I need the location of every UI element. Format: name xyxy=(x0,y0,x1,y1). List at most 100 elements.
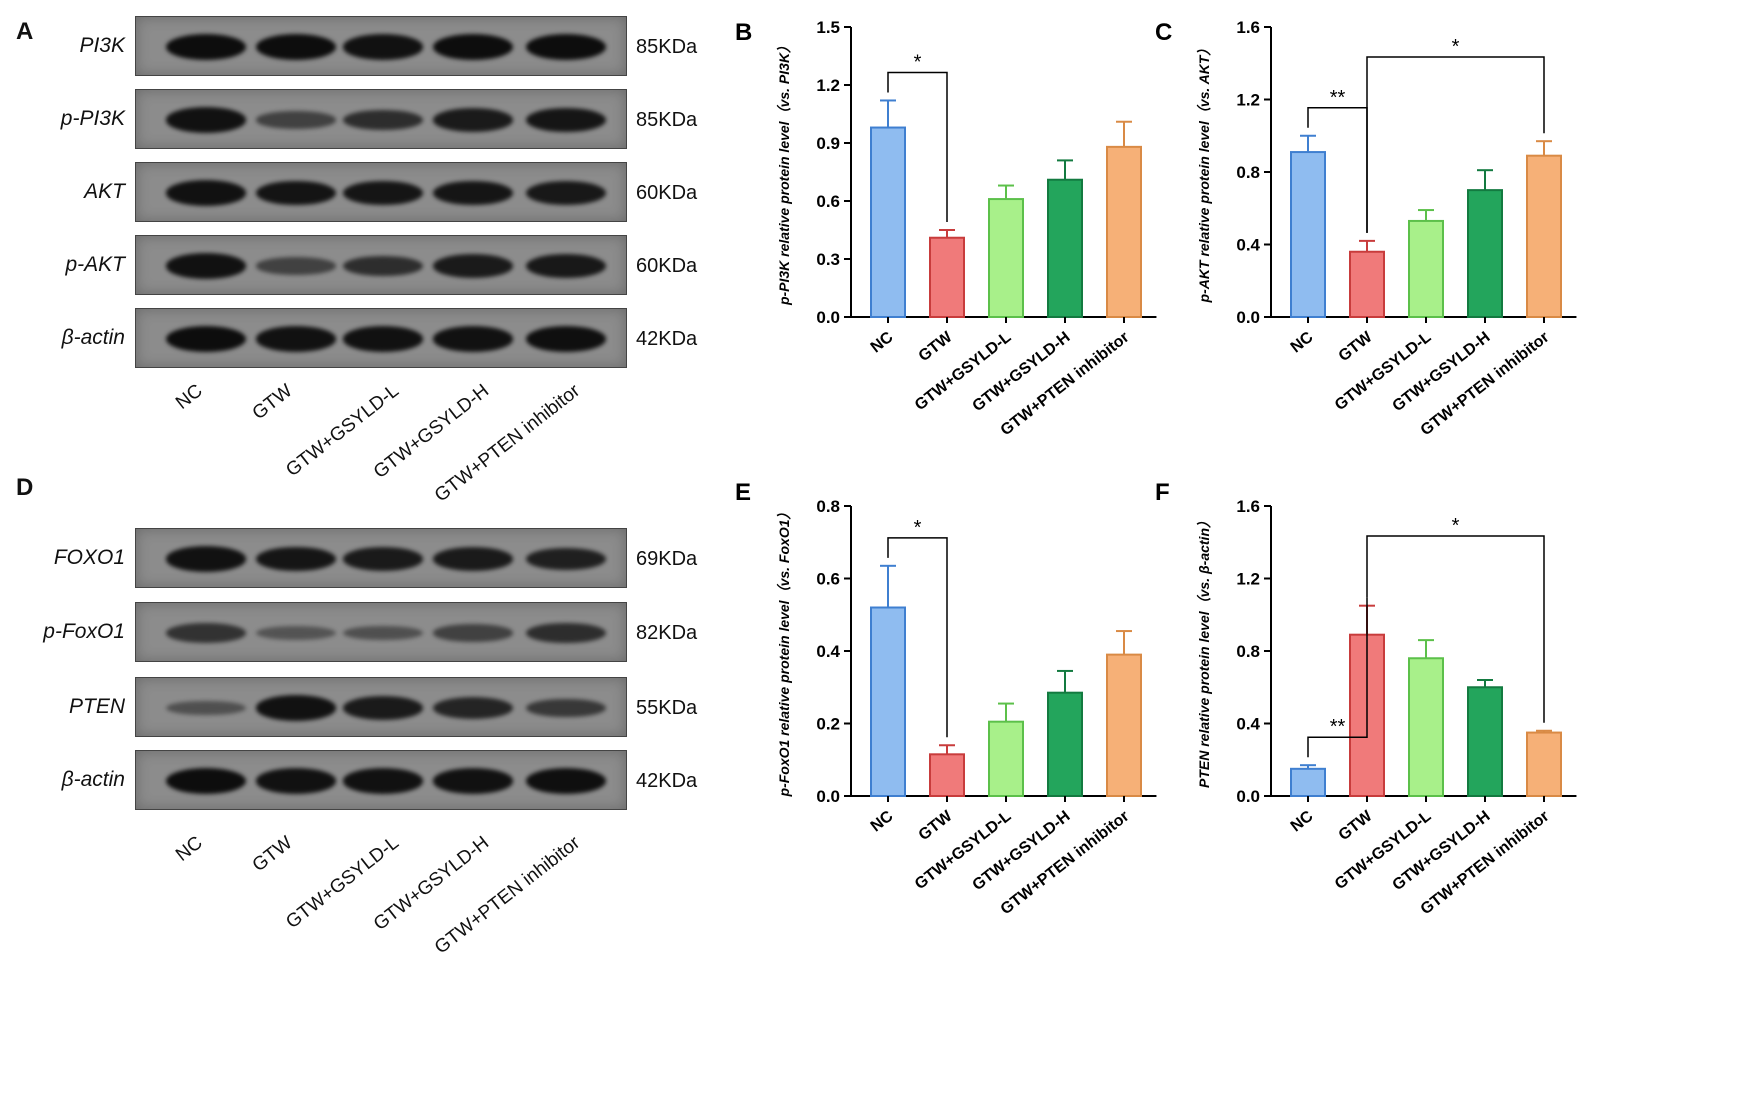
y-tick-label: 1.2 xyxy=(1236,570,1260,589)
significance-label: ** xyxy=(1330,716,1346,738)
blot-kda-label: 85KDa xyxy=(636,109,698,131)
bar xyxy=(1526,154,1562,318)
blot-row-label: p-FoxO1 xyxy=(43,620,125,643)
bar xyxy=(1106,653,1142,797)
bar xyxy=(988,198,1024,318)
significance-label: * xyxy=(1452,36,1460,58)
blot-strip xyxy=(135,162,627,222)
bar xyxy=(1290,151,1326,318)
bar xyxy=(1408,219,1444,318)
bar xyxy=(1467,686,1503,797)
blot-row-label: p-AKT xyxy=(65,253,125,276)
blot-band xyxy=(433,34,513,60)
x-tick-label: NC xyxy=(868,807,897,835)
bar xyxy=(1408,657,1444,797)
blot-band xyxy=(343,625,423,641)
blot-kda-label: 42KDa xyxy=(636,770,698,792)
y-tick-label: 1.6 xyxy=(1236,497,1260,516)
panel-letter: B xyxy=(735,19,752,46)
x-tick-label: GTW+GSYLD-H xyxy=(969,329,1073,415)
blot-kda-label: 69KDa xyxy=(636,548,698,570)
y-tick-label: 0.0 xyxy=(816,308,840,327)
x-tick-label: GTW xyxy=(1336,807,1377,844)
x-tick-label: GTW+GSYLD-H xyxy=(969,808,1073,894)
blot-band xyxy=(166,253,246,279)
blot-band xyxy=(433,108,513,132)
blot-kda-label: 85KDa xyxy=(636,36,698,58)
blot-row-label: p-PI3K xyxy=(60,107,125,130)
blot-band xyxy=(166,180,246,206)
bar xyxy=(1290,767,1326,797)
blot-lane-label: GTW xyxy=(248,380,297,425)
blot-row-label: β-actin xyxy=(61,326,125,349)
significance-bracket xyxy=(887,537,948,738)
blot-band xyxy=(166,326,246,352)
blot-band xyxy=(526,326,606,352)
bar-chart-e: E 0.0 0.2 0.4 0.6 0.8 p-FoxO1 relative protein… xyxy=(735,479,1157,918)
blot-band xyxy=(166,768,246,794)
blot-row-label: PI3K xyxy=(79,34,125,57)
y-tick-label: 0.3 xyxy=(816,250,840,269)
blot-band xyxy=(526,180,606,206)
y-tick-label: 0.0 xyxy=(1236,308,1260,327)
bar xyxy=(929,236,965,319)
y-axis-label: p-PI3K relative protein level（vs. PI3K） xyxy=(776,39,792,306)
x-tick-label: GTW+GSYLD-H xyxy=(1389,808,1493,894)
blot-band xyxy=(343,109,423,131)
y-tick-label: 0.0 xyxy=(1236,787,1260,806)
blot-band xyxy=(166,107,246,133)
x-tick-label: NC xyxy=(1288,807,1317,835)
significance-label: * xyxy=(914,51,922,73)
blot-strip xyxy=(135,16,627,76)
blot-band xyxy=(526,34,606,60)
panel-letter: C xyxy=(1155,19,1172,46)
blot-row-label: β-actin xyxy=(61,768,125,791)
blot-band xyxy=(256,180,336,206)
blot-band xyxy=(526,698,606,718)
bar xyxy=(1047,691,1083,797)
blot-kda-label: 60KDa xyxy=(636,255,698,277)
y-axis-label: p-FoxO1 relative protein level（vs. FoxO1… xyxy=(776,506,792,798)
y-tick-label: 1.2 xyxy=(1236,91,1260,110)
blot-band xyxy=(526,107,606,133)
blot-band xyxy=(433,254,513,278)
blot-band xyxy=(343,326,423,352)
blot-band xyxy=(166,546,246,572)
blot-band xyxy=(433,180,513,206)
bar xyxy=(1106,145,1142,318)
x-tick-label: GTW xyxy=(1336,328,1377,365)
blot-band xyxy=(256,257,336,275)
blot-band xyxy=(343,255,423,277)
y-tick-label: 0.8 xyxy=(816,497,840,516)
significance-bracket xyxy=(1307,597,1368,758)
blot-band xyxy=(343,180,423,206)
blot-strip xyxy=(135,308,627,368)
x-tick-label: GTW xyxy=(916,328,957,365)
bar xyxy=(988,720,1024,797)
bar xyxy=(1349,250,1385,318)
blot-band xyxy=(256,546,336,572)
blot-lane-label: NC xyxy=(171,832,207,866)
blot-kda-label: 55KDa xyxy=(636,697,698,719)
blot-band xyxy=(526,253,606,279)
bar-chart-b: B 0.0 0.3 0.6 0.9 1.2 1.5 p-PI3K relative prote… xyxy=(735,18,1157,439)
blot-band xyxy=(256,111,336,129)
y-tick-label: 0.4 xyxy=(1236,236,1260,255)
blot-strip xyxy=(135,235,627,295)
significance-label: ** xyxy=(1330,87,1346,109)
bar-chart-c: C 0.0 0.4 0.8 1.2 1.6 p-AKT relative protein l… xyxy=(1155,18,1577,439)
y-tick-label: 0.9 xyxy=(816,134,840,153)
y-tick-label: 0.8 xyxy=(1236,163,1260,182)
y-tick-label: 0.2 xyxy=(816,715,840,734)
blot-band xyxy=(343,34,423,60)
blot-band xyxy=(526,768,606,794)
y-axis-label: PTEN relative protein level（vs. β-actin） xyxy=(1196,514,1212,788)
y-tick-label: 0.4 xyxy=(1236,715,1260,734)
blot-strip xyxy=(135,677,627,737)
blot-band xyxy=(433,624,513,642)
blot-band xyxy=(256,768,336,794)
blot-row-label: FOXO1 xyxy=(53,546,125,569)
blot-band xyxy=(343,547,423,571)
blot-band xyxy=(343,696,423,720)
bar xyxy=(1526,731,1562,797)
